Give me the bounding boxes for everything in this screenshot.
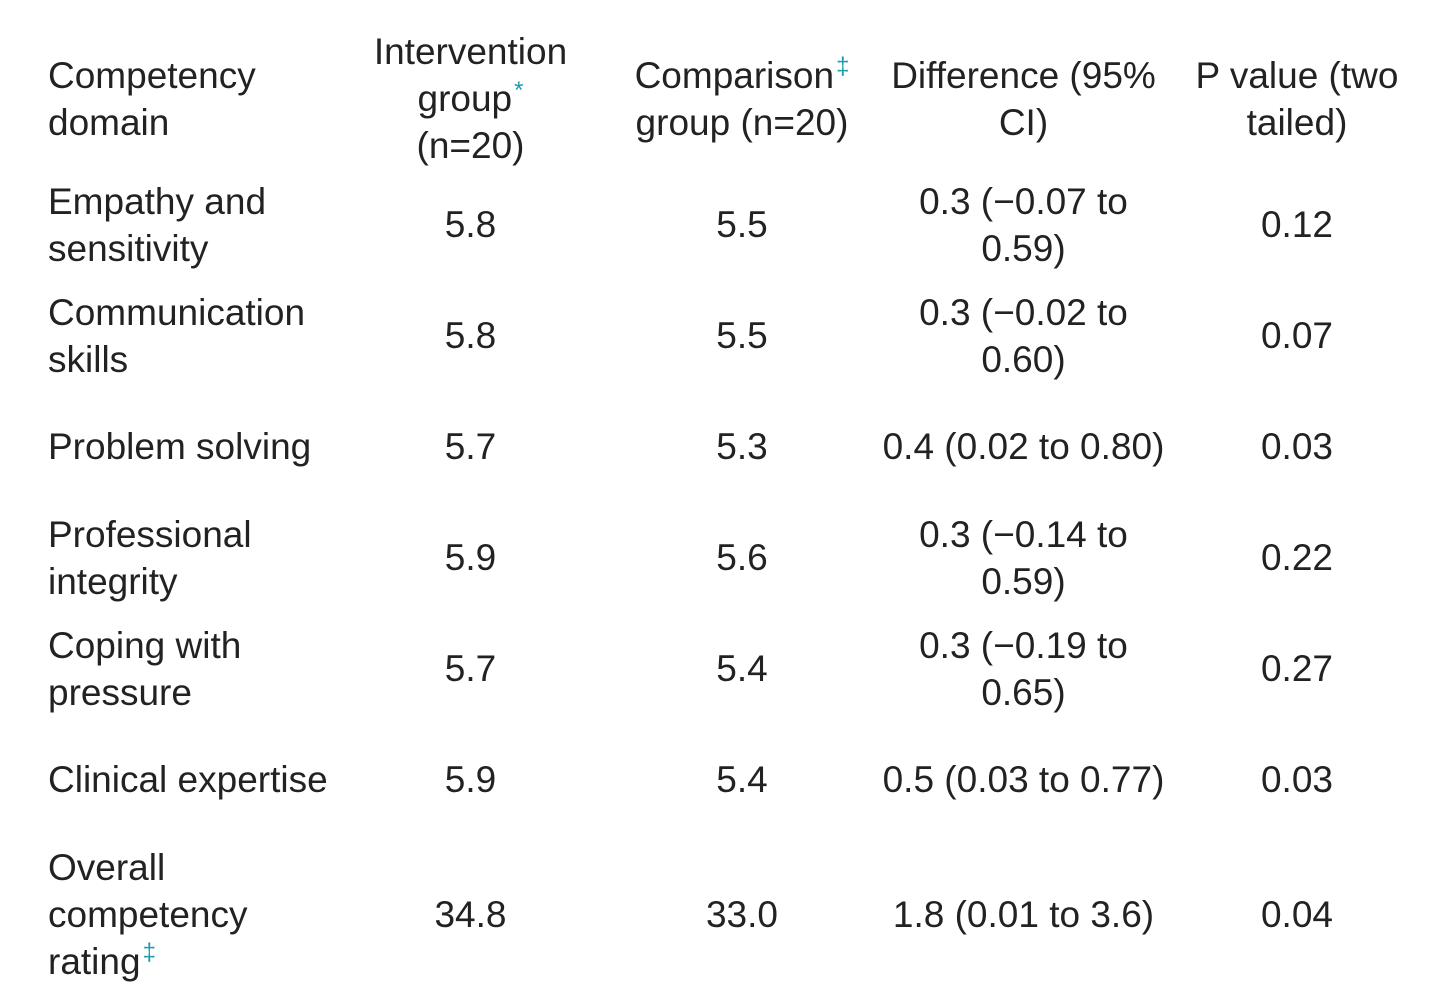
domain-label: Empathy and sensitivity [48, 180, 267, 269]
cell-competency-domain: Overall competency rating‡ [48, 835, 338, 993]
footnote-marker[interactable]: * [514, 76, 524, 104]
cell-competency-domain: Clinical expertise [48, 724, 338, 835]
header-label: Difference (95% CI) [891, 54, 1156, 143]
header-label: P value (two tailed) [1195, 54, 1399, 143]
cell-comparison-value: 5.4 [716, 648, 768, 689]
domain-label: Coping with pressure [48, 624, 242, 713]
domain-label: Overall competency rating [48, 846, 248, 982]
footnote-marker[interactable]: ‡ [142, 939, 156, 967]
header-difference: Difference (95% CI) [881, 28, 1166, 169]
header-label: Intervention group [373, 31, 568, 119]
competency-table-container: Competency domain Intervention group* (n… [48, 28, 1428, 993]
cell-comparison-value: 5.6 [716, 537, 768, 578]
cell-comparison-value: 5.4 [716, 759, 768, 800]
cell-comparison-value: 5.5 [716, 315, 768, 356]
cell-intervention-value: 5.7 [444, 426, 497, 467]
header-comparison-group: Comparison‡ group (n=20) [603, 28, 881, 169]
table-row: Communication skills 5.8 5.5 0.3 (−0.02 … [48, 280, 1428, 391]
cell-intervention-value: 5.8 [444, 204, 497, 245]
cell-p-value: 0.03 [1260, 426, 1333, 467]
cell-p-value: 0.04 [1260, 893, 1333, 935]
cell-difference-value: 0.4 (0.02 to 0.80) [882, 426, 1165, 467]
cell-comparison-value: 33.0 [705, 893, 778, 935]
header-competency-domain: Competency domain [48, 28, 338, 169]
cell-competency-domain: Coping with pressure [48, 613, 338, 724]
header-label: Competency domain [48, 54, 256, 143]
cell-intervention-value: 5.9 [444, 759, 497, 800]
header-intervention-group: Intervention group* (n=20) [338, 28, 603, 169]
cell-intervention-value: 5.7 [444, 648, 497, 689]
header-label: Comparison [634, 54, 835, 96]
table-body: Empathy and sensitivity 5.8 5.5 0.3 (−0.… [48, 169, 1428, 993]
table-row: Overall competency rating‡ 34.8 33.0 1.8… [48, 835, 1428, 993]
cell-comparison-value: 5.5 [716, 204, 768, 245]
domain-label: Problem solving [48, 426, 312, 467]
cell-difference-value: 0.5 (0.03 to 0.77) [882, 759, 1165, 800]
cell-intervention-value: 5.8 [444, 315, 497, 356]
cell-difference-value: 0.3 (−0.19 to 0.65) [919, 624, 1128, 713]
cell-difference-value: 0.3 (−0.14 to 0.59) [919, 513, 1128, 602]
header-suffix: group (n=20) [635, 101, 849, 143]
cell-competency-domain: Empathy and sensitivity [48, 169, 338, 280]
header-suffix: (n=20) [416, 125, 525, 166]
cell-p-value: 0.27 [1260, 648, 1333, 689]
cell-difference-value: 0.3 (−0.07 to 0.59) [919, 180, 1128, 269]
cell-competency-domain: Problem solving [48, 391, 338, 502]
cell-difference-value: 0.3 (−0.02 to 0.60) [919, 291, 1128, 380]
footnote-marker[interactable]: ‡ [836, 53, 850, 81]
cell-p-value: 0.07 [1260, 315, 1333, 356]
table-row: Problem solving 5.7 5.3 0.4 (0.02 to 0.8… [48, 391, 1428, 502]
table-row: Coping with pressure 5.7 5.4 0.3 (−0.19 … [48, 613, 1428, 724]
table-row: Professional integrity 5.9 5.6 0.3 (−0.1… [48, 502, 1428, 613]
cell-competency-domain: Communication skills [48, 280, 338, 391]
domain-label: Communication skills [48, 291, 306, 380]
cell-p-value: 0.22 [1260, 537, 1333, 578]
cell-intervention-value: 5.9 [444, 537, 497, 578]
domain-label: Clinical expertise [48, 759, 328, 800]
table-row: Clinical expertise 5.9 5.4 0.5 (0.03 to … [48, 724, 1428, 835]
cell-competency-domain: Professional integrity [48, 502, 338, 613]
competency-table: Competency domain Intervention group* (n… [48, 28, 1428, 993]
cell-intervention-value: 34.8 [434, 893, 507, 935]
cell-p-value: 0.12 [1260, 204, 1333, 245]
header-p-value: P value (two tailed) [1166, 28, 1428, 169]
table-header-row: Competency domain Intervention group* (n… [48, 28, 1428, 169]
cell-p-value: 0.03 [1260, 759, 1333, 800]
domain-label: Professional integrity [48, 513, 252, 602]
table-row: Empathy and sensitivity 5.8 5.5 0.3 (−0.… [48, 169, 1428, 280]
cell-difference-value: 1.8 (0.01 to 3.6) [892, 893, 1155, 935]
cell-comparison-value: 5.3 [716, 426, 768, 467]
